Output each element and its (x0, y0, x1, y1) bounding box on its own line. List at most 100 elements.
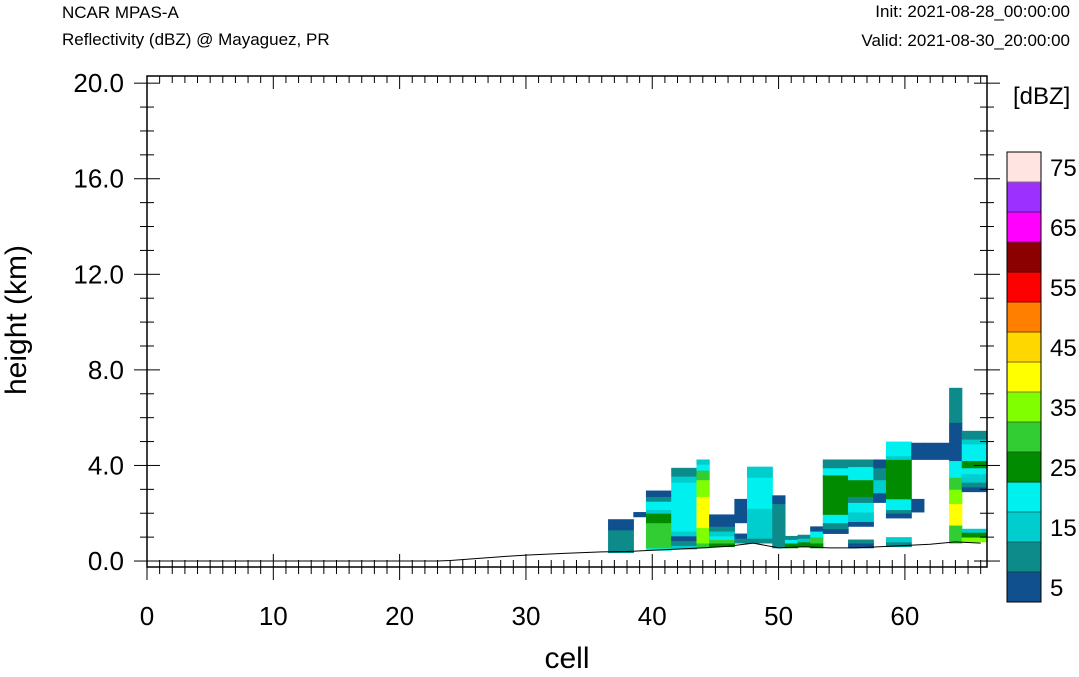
reflectivity-cell (696, 470, 710, 481)
reflectivity-cell (810, 526, 824, 532)
reflectivity-cell (961, 467, 988, 475)
colorbar-swatch (1007, 182, 1041, 213)
terrain-line (147, 541, 981, 562)
colorbar-swatch (1007, 332, 1041, 363)
reflectivity-cell (949, 460, 963, 478)
reflectivity-cell (949, 503, 963, 526)
colorbar-swatch (1007, 572, 1041, 603)
x-tick-label: 10 (259, 601, 288, 631)
reflectivity-cell (810, 531, 824, 538)
reflectivity-cell (949, 477, 963, 490)
x-tick-label: 0 (140, 601, 154, 631)
colorbar-label: 25 (1050, 455, 1077, 482)
reflectivity-cell (747, 466, 773, 478)
reflectivity-cell (923, 442, 950, 460)
reflectivity-cell (696, 459, 710, 465)
reflectivity-cell (671, 467, 698, 477)
colorbar-swatch (1007, 542, 1041, 573)
y-tick-label: 0.0 (88, 546, 124, 576)
reflectivity-cell (645, 522, 672, 549)
reflectivity-cell (885, 498, 912, 511)
valid-time: Valid: 2021-08-30_20:00:00 (861, 31, 1070, 50)
reflectivity-cell (822, 459, 849, 469)
reflectivity-cell (645, 509, 672, 514)
reflectivity-cell (696, 479, 710, 497)
colorbar-swatch (1007, 452, 1041, 483)
reflectivity-cell (784, 539, 799, 544)
colorbar-label: 55 (1050, 275, 1077, 302)
reflectivity-cell (949, 387, 963, 423)
reflectivity-cell (608, 529, 634, 554)
reflectivity-cell (810, 543, 824, 549)
colorbar-swatch (1007, 152, 1041, 183)
reflectivity-cell (961, 532, 988, 538)
reflectivity-cell (709, 531, 735, 537)
reflectivity-cell (633, 512, 647, 518)
reflectivity-cell (709, 535, 735, 540)
reflectivity-cell (911, 498, 925, 513)
colorbar-swatch (1007, 392, 1041, 423)
x-tick-label: 60 (890, 601, 919, 631)
reflectivity-cell (747, 538, 773, 544)
reflectivity-cell (848, 521, 874, 527)
colorbar-label: 45 (1050, 335, 1077, 362)
colorbar-label: 75 (1050, 155, 1077, 182)
field-description: Reflectivity (dBZ) @ Mayaguez, PR (62, 30, 330, 49)
reflectivity-cell (671, 545, 698, 550)
reflectivity-cell (848, 539, 874, 544)
reflectivity-cell (848, 466, 874, 481)
reflectivity-cell (696, 464, 710, 471)
reflectivity-cell (885, 459, 912, 500)
reflectivity-cell (949, 489, 963, 505)
colorbar-swatch (1007, 272, 1041, 303)
reflectivity-cell (696, 527, 710, 544)
reflectivity-cell (671, 482, 698, 532)
colorbar-swatch (1007, 512, 1041, 543)
colorbar-title: [dBZ] (1013, 83, 1070, 110)
reflectivity-cell (810, 537, 824, 544)
colorbar-swatch (1007, 422, 1041, 453)
init-time: Init: 2021-08-28_00:00:00 (875, 2, 1070, 21)
colorbar-frame (1006, 151, 1042, 603)
reflectivity-cell (747, 477, 773, 509)
colorbar: 5 15 25 35 45 55 65 75 (1006, 151, 1077, 603)
reflectivity-cell (848, 496, 874, 503)
reflectivity-cell (822, 475, 849, 505)
reflectivity-cell (961, 439, 988, 445)
reflectivity-cell (885, 513, 912, 519)
reflectivity-cell (784, 535, 799, 540)
reflectivity-cell (734, 533, 748, 539)
reflectivity-cell (848, 512, 874, 523)
reflectivity-cell (608, 519, 634, 531)
reflectivity-cell (961, 460, 988, 469)
x-tick-label: 50 (764, 601, 793, 631)
reflectivity-cell (645, 490, 672, 497)
reflectivity-cell (671, 531, 698, 537)
reflectivity-cell (885, 441, 912, 457)
colorbar-swatch (1007, 302, 1041, 333)
colorbar-label: 35 (1050, 395, 1077, 422)
reflectivity-cell (961, 528, 988, 533)
x-tick-label: 30 (511, 601, 540, 631)
x-axis-title: cell (544, 642, 589, 675)
plot-axes: 0 10 20 30 40 50 60 0.0 4.0 8.0 12.0 16.0 20.0 (73, 68, 1000, 631)
reflectivity-cell (784, 543, 799, 549)
y-tick-label: 8.0 (88, 355, 124, 385)
reflectivity-cell (696, 543, 710, 549)
reflectivity-cell (671, 540, 698, 546)
reflectivity-cell (949, 525, 963, 544)
reflectivity-cell (797, 534, 811, 539)
reflectivity-cell (772, 503, 786, 549)
reflectivity-cell (961, 537, 988, 543)
reflectivity-cell (848, 459, 874, 468)
reflectivity-cell (822, 503, 849, 515)
reflectivity-cell (734, 498, 748, 524)
reflectivity-cell (822, 522, 849, 530)
reflectivity-cell (961, 486, 988, 493)
plot-frame (146, 75, 988, 568)
reflectivity-cell (645, 501, 672, 511)
reflectivity-cell (671, 476, 698, 483)
reflectivity-cell (709, 514, 735, 525)
colorbar-label: 65 (1050, 215, 1077, 242)
reflectivity-cell (747, 508, 773, 539)
